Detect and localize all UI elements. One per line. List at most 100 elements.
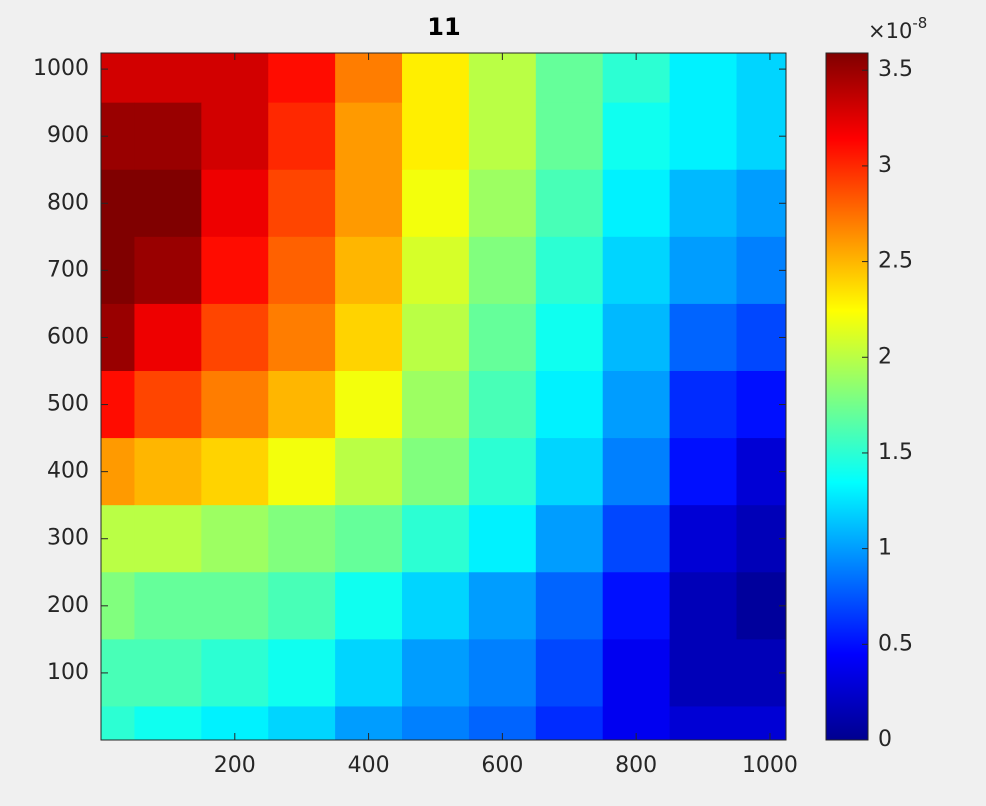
contour-cell	[402, 639, 470, 707]
contour-cell	[134, 303, 202, 372]
colorbar-exponent: -8	[912, 14, 927, 32]
contour-cell	[134, 438, 202, 506]
contour-cell	[134, 236, 202, 305]
contour-cell	[669, 169, 737, 238]
contour-cell	[669, 371, 737, 439]
contour-cell	[201, 169, 269, 238]
contour-cell	[335, 438, 403, 506]
colorbar-tick-label: 2.5	[878, 249, 913, 274]
contour-cell	[602, 303, 671, 372]
contour-cell	[268, 438, 336, 506]
contour-cell	[535, 706, 604, 740]
contour-cell	[535, 53, 604, 104]
contour-cell	[134, 169, 202, 238]
colorbar-tick-label: 0	[878, 727, 892, 752]
colorbar-multiplier: ×10-8	[868, 14, 927, 44]
contour-cell	[268, 303, 336, 372]
contour-field	[101, 53, 786, 740]
contour-cell	[201, 438, 269, 506]
contour-cell	[535, 639, 604, 707]
contour-cell	[669, 303, 737, 372]
colorbar-tick-label: 0.5	[878, 631, 913, 656]
contour-cell	[602, 236, 671, 305]
contour-cell	[335, 236, 403, 305]
contour-cell	[602, 438, 671, 506]
contour-cell	[201, 53, 269, 104]
contour-cell	[669, 53, 737, 104]
contour-cell	[335, 303, 403, 372]
contour-cell	[402, 169, 470, 238]
contour-cell	[535, 438, 604, 506]
contour-cell	[268, 639, 336, 707]
x-tick-label: 1000	[742, 753, 798, 778]
contour-cell	[468, 53, 537, 104]
contour-cell	[736, 505, 786, 573]
y-tick-label: 600	[47, 324, 89, 349]
contour-cell	[335, 505, 403, 573]
colorbar-tick-label: 3.5	[878, 57, 913, 82]
contour-cell	[602, 572, 671, 640]
y-tick-label: 900	[47, 123, 89, 148]
contour-cell	[602, 639, 671, 707]
y-tick-label: 700	[47, 257, 89, 282]
colorbar-tick-label: 1.5	[878, 440, 913, 465]
y-tick-label: 1000	[33, 56, 89, 81]
contour-cell	[736, 303, 786, 372]
contour-cell	[335, 371, 403, 439]
contour-cell	[468, 169, 537, 238]
contour-cell	[201, 371, 269, 439]
contour-cell	[535, 102, 604, 171]
x-tick-label: 200	[214, 753, 256, 778]
contour-cell	[669, 102, 737, 171]
contour-cell	[736, 102, 786, 171]
chart-title: 11	[427, 13, 460, 41]
contour-cell	[535, 505, 604, 573]
contour-cell	[268, 102, 336, 171]
contour-cell	[669, 505, 737, 573]
contour-cell	[602, 505, 671, 573]
contour-cell	[736, 169, 786, 238]
contour-cell	[201, 236, 269, 305]
contour-cell	[669, 236, 737, 305]
contour-cell	[468, 102, 537, 171]
contour-cell	[402, 236, 470, 305]
contour-cell	[602, 53, 671, 104]
contour-cell	[201, 639, 269, 707]
contour-cell	[535, 303, 604, 372]
contour-cell	[535, 572, 604, 640]
contour-cell	[468, 303, 537, 372]
contour-cell	[736, 572, 786, 640]
contour-cell	[402, 438, 470, 506]
contour-cell	[736, 438, 786, 506]
colorbar-tick-label: 2	[878, 344, 892, 369]
contour-cell	[134, 706, 202, 740]
contour-cell	[736, 639, 786, 707]
contour-cell	[134, 639, 202, 707]
colorbar-tick-label: 1	[878, 536, 892, 561]
x-tick-label: 600	[481, 753, 523, 778]
contour-cell	[535, 169, 604, 238]
contour-cell	[669, 438, 737, 506]
contour-cell	[468, 572, 537, 640]
contour-cell	[468, 371, 537, 439]
contour-cell	[669, 572, 737, 640]
contour-cell	[669, 639, 737, 707]
contour-cell	[201, 505, 269, 573]
contour-cell	[134, 53, 202, 104]
contour-cell	[468, 438, 537, 506]
y-tick-label: 400	[47, 459, 89, 484]
contour-cell	[402, 53, 470, 104]
contour-cell	[602, 371, 671, 439]
contour-cell	[335, 639, 403, 707]
x-tick-label: 800	[615, 753, 657, 778]
contour-cell	[736, 371, 786, 439]
colorbar-tick-label: 3	[878, 153, 892, 178]
contour-cell	[201, 572, 269, 640]
contour-cell	[201, 303, 269, 372]
contour-cell	[468, 236, 537, 305]
contour-cell	[335, 53, 403, 104]
contour-cell	[402, 505, 470, 573]
contour-cell	[736, 236, 786, 305]
contour-cell	[268, 169, 336, 238]
